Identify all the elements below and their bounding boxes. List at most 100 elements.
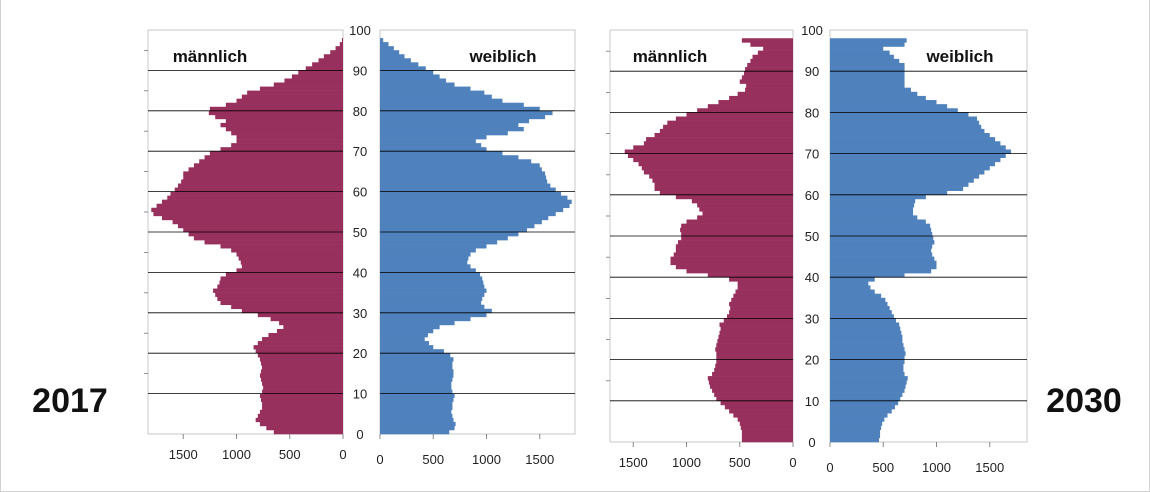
age-tick-label: 10	[353, 387, 367, 402]
age-tick-label: 70	[353, 144, 367, 159]
male-bar	[273, 82, 343, 87]
female-bar	[380, 82, 455, 87]
female-bar	[380, 106, 540, 112]
female-bar	[380, 252, 471, 257]
female-bar	[380, 324, 440, 330]
male-bar	[737, 91, 793, 97]
male-bar	[220, 147, 343, 152]
female-bar	[380, 62, 419, 67]
male-bar	[717, 339, 793, 344]
age-tick-label: 90	[353, 63, 367, 78]
female-bar	[380, 337, 425, 342]
male-bar	[241, 94, 343, 99]
age-tick-label: 60	[353, 185, 367, 200]
female-bar	[380, 377, 453, 382]
male-bar	[654, 133, 793, 138]
female-bar	[830, 437, 879, 443]
male-bar	[652, 178, 793, 183]
female-bar	[380, 308, 492, 314]
female-bar	[380, 94, 492, 99]
female-bar	[830, 182, 969, 187]
male-bar	[739, 421, 793, 426]
female-bar	[830, 384, 906, 389]
age-tick-label: 10	[805, 394, 819, 409]
male-label: männlich	[173, 47, 248, 66]
male-bar	[712, 388, 793, 393]
male-bar	[675, 248, 793, 253]
male-bar	[729, 95, 793, 101]
female-bar	[380, 232, 519, 237]
female-bar	[380, 118, 530, 124]
female-bar	[830, 50, 890, 56]
female-bar	[830, 207, 914, 212]
male-bar	[716, 359, 793, 365]
female-bar	[830, 310, 892, 315]
male-bar	[659, 128, 793, 134]
female-bar	[380, 292, 485, 297]
male-bar	[231, 143, 343, 148]
female-bar	[830, 112, 969, 117]
male-bar	[236, 252, 343, 257]
male-bar	[699, 207, 793, 212]
female-value-tick-label: 1000	[922, 460, 951, 475]
female-bar	[830, 42, 905, 47]
male-bar	[161, 215, 343, 221]
female-bar	[830, 268, 932, 274]
male-bar	[270, 316, 343, 322]
male-value-tick-label: 500	[729, 455, 751, 470]
female-bar	[380, 90, 485, 95]
age-tick-label: 40	[805, 270, 819, 285]
male-bar	[624, 149, 793, 154]
male-bar	[654, 182, 793, 187]
female-bar	[830, 211, 914, 216]
female-bar	[380, 405, 453, 411]
male-bar	[707, 273, 793, 278]
male-bar	[757, 50, 793, 56]
female-bar	[830, 264, 937, 270]
female-bar	[380, 70, 434, 75]
female-bar	[380, 300, 482, 306]
male-bar	[739, 79, 793, 84]
male-bar	[231, 131, 343, 136]
female-bar	[380, 421, 456, 427]
female-bar	[830, 157, 1001, 163]
female-bar	[830, 301, 888, 307]
age-tick-label: 100	[349, 23, 371, 38]
female-bar	[830, 91, 918, 97]
female-bar	[380, 143, 482, 148]
age-tick-label: 80	[353, 104, 367, 119]
male-bar	[716, 355, 793, 360]
female-bar	[380, 122, 519, 128]
female-bar	[380, 211, 556, 217]
female-bar	[380, 114, 546, 120]
male-bar	[323, 54, 343, 59]
age-tick-label: 0	[808, 435, 815, 450]
male-bar	[729, 409, 793, 414]
male-bar	[702, 211, 793, 216]
female-bar	[380, 401, 453, 407]
female-bar	[830, 240, 935, 245]
male-bar	[752, 54, 793, 60]
male-bar	[260, 377, 343, 382]
female-bar	[830, 421, 883, 426]
female-value-tick-label: 500	[872, 460, 894, 475]
male-bar	[177, 223, 343, 229]
female-bar	[830, 79, 905, 84]
female-bar	[380, 179, 548, 184]
male-bar	[627, 153, 793, 159]
age-tick-label: 50	[805, 229, 819, 244]
male-bar	[643, 141, 793, 146]
male-bar	[718, 100, 793, 105]
female-bar	[830, 244, 933, 249]
female-bar	[830, 128, 985, 134]
female-value-tick-label: 500	[422, 452, 444, 467]
female-bar	[830, 429, 881, 435]
male-bar	[167, 195, 343, 200]
male-bar	[181, 179, 343, 184]
female-bar	[830, 376, 908, 381]
female-bar	[380, 369, 454, 374]
male-bar	[276, 328, 343, 334]
male-bar	[209, 151, 343, 156]
male-bar	[257, 312, 343, 318]
